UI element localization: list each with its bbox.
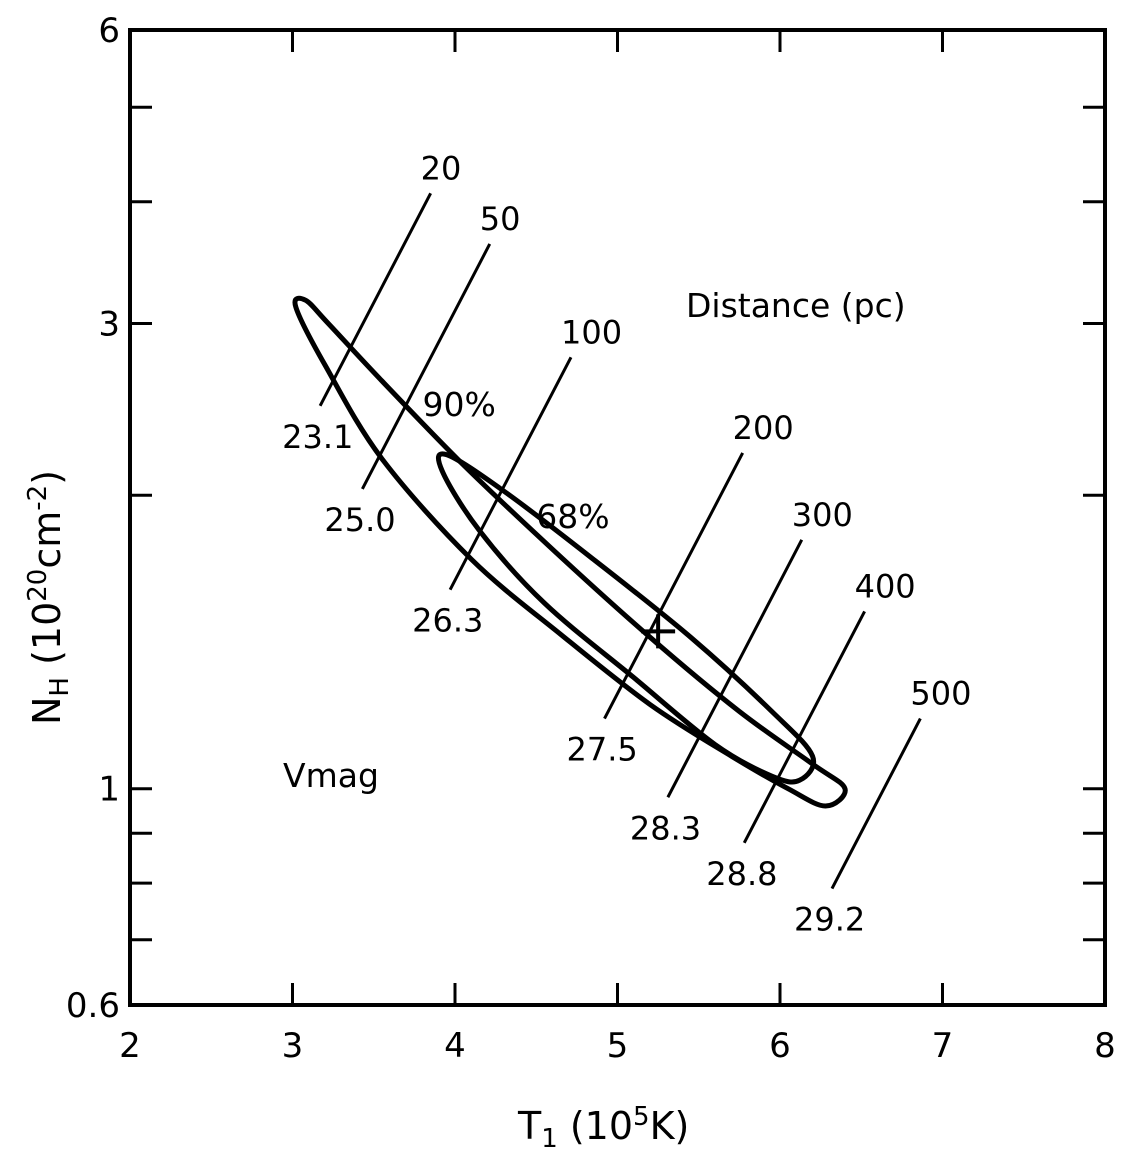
y-tick-label: 1 xyxy=(98,770,120,810)
distance-line-200 xyxy=(603,452,744,720)
x-tick-label: 7 xyxy=(932,1026,954,1066)
vmag-label: 26.3 xyxy=(412,602,483,640)
distance-line-50 xyxy=(361,243,492,490)
plot-frame-group xyxy=(128,28,1107,1007)
y-tick-label: 3 xyxy=(98,305,120,345)
distance-line-20 xyxy=(318,192,432,407)
best-fit-marker xyxy=(641,614,676,649)
y-tick-label: 0.6 xyxy=(66,986,120,1026)
distance-lines: 20 23.1 50 25.0 100 26.3 200 27.5 300 28.3 400 28.8… xyxy=(282,149,971,938)
x-axis-label: T1 (105K) xyxy=(517,1102,689,1151)
confidence-contours: 90% 68% xyxy=(292,295,848,809)
distance-label: 50 xyxy=(480,200,521,238)
vmag-label: 23.1 xyxy=(282,418,353,456)
distance-line-400 xyxy=(742,610,866,844)
distance-label: 100 xyxy=(561,313,622,351)
x-axis-label-main: T xyxy=(517,1104,542,1148)
vmag-label: 25.0 xyxy=(324,501,395,539)
y-axis-label-sup2: -2 xyxy=(23,485,53,511)
tick-labels: 2 3 4 5 6 7 8 0.6 1 3 6 xyxy=(66,11,1116,1066)
vmag-label: 29.2 xyxy=(794,901,865,939)
vmag-label: 27.5 xyxy=(567,731,638,769)
distance-label: 500 xyxy=(910,675,971,713)
y-axis-label-main: N xyxy=(25,697,69,725)
y-tick-label: 6 xyxy=(98,11,120,51)
distance-line-100 xyxy=(448,356,573,591)
distance-label: 300 xyxy=(792,496,853,534)
x-axis-label-close: K) xyxy=(650,1104,690,1148)
x-tick-label: 3 xyxy=(282,1026,304,1066)
x-tick-label: 4 xyxy=(444,1026,466,1066)
distance-line-300 xyxy=(666,539,804,798)
x-tick-label: 2 xyxy=(119,1026,141,1066)
y-axis-label: NH (1020cm-2) xyxy=(23,470,75,725)
distance-line-500 xyxy=(830,717,922,890)
vmag-label: 28.3 xyxy=(630,809,701,847)
x-tick-label: 6 xyxy=(769,1026,791,1066)
distance-label: 200 xyxy=(733,409,794,447)
y-axis-label-mid: cm xyxy=(25,511,69,569)
plot-frame xyxy=(128,28,1107,1007)
y-axis-label-close: ) xyxy=(25,470,69,485)
distance-label: 400 xyxy=(855,567,916,605)
distance-title: Distance (pc) xyxy=(686,286,906,325)
distance-label: 20 xyxy=(421,149,462,187)
vmag-label: 28.8 xyxy=(706,855,777,893)
y-axis-label-sup: 20 xyxy=(23,569,53,602)
x-axis-label-sub: 1 xyxy=(541,1124,558,1151)
y-axis-label-sub: H xyxy=(45,677,75,697)
x-axis-label-open: (10 xyxy=(558,1104,633,1148)
contour-label: 90% xyxy=(423,385,496,424)
x-tick-label: 5 xyxy=(607,1026,629,1066)
vmag-title: Vmag xyxy=(283,756,379,795)
contour-68pct xyxy=(435,451,817,785)
x-tick-label: 8 xyxy=(1094,1026,1116,1066)
axis-ticks xyxy=(128,28,1107,1007)
x-axis-label-sup: 5 xyxy=(633,1102,650,1132)
contour-label: 68% xyxy=(536,497,609,536)
y-axis-label-open: (10 xyxy=(25,602,69,677)
